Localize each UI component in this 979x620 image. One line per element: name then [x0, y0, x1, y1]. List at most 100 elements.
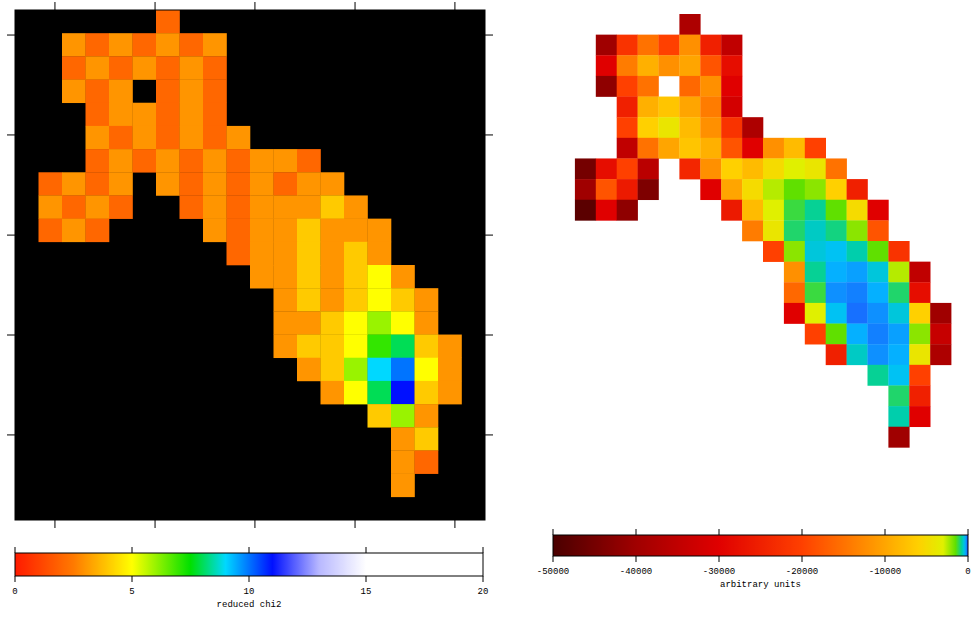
cell	[742, 179, 763, 200]
y-tick	[7, 434, 15, 435]
cell	[784, 241, 805, 262]
cell	[868, 324, 889, 345]
colorbar-tick-label: 0	[12, 587, 17, 597]
cell	[274, 311, 298, 334]
cell	[203, 195, 227, 218]
cell	[596, 76, 617, 97]
colorbar-tick-label: -30000	[703, 567, 735, 577]
cell	[227, 219, 251, 242]
cell	[847, 282, 868, 303]
cell	[805, 158, 826, 179]
cell	[227, 195, 251, 218]
y-tick	[7, 134, 15, 135]
cell	[700, 138, 721, 159]
cell	[368, 381, 392, 404]
cell	[763, 179, 784, 200]
cell	[391, 427, 415, 450]
cell	[617, 55, 638, 76]
x-tick	[155, 520, 156, 528]
cell	[638, 158, 659, 179]
cell	[826, 220, 847, 241]
cell	[700, 97, 721, 118]
cell	[297, 311, 321, 334]
cell	[203, 219, 227, 242]
cell	[203, 172, 227, 195]
cell	[109, 149, 133, 172]
cell	[847, 324, 868, 345]
cell	[180, 149, 204, 172]
cell	[700, 35, 721, 56]
cell	[679, 97, 700, 118]
y-tick	[485, 434, 493, 435]
cell	[391, 404, 415, 427]
cell	[156, 56, 180, 79]
cell	[344, 195, 368, 218]
cell	[297, 172, 321, 195]
cell	[415, 427, 439, 450]
cell	[180, 172, 204, 195]
panel	[575, 14, 952, 448]
cell	[438, 335, 462, 358]
figure: 05101520reduced chi2-50000-40000-30000-2…	[0, 0, 979, 620]
colorbar-tick-label: -50000	[537, 567, 569, 577]
colorbar: -50000-40000-30000-20000-100000arbitrary…	[537, 529, 971, 590]
cell	[805, 303, 826, 324]
cell	[203, 103, 227, 126]
cell	[344, 335, 368, 358]
cell	[180, 33, 204, 56]
cell	[368, 219, 392, 242]
cell	[203, 56, 227, 79]
y-tick	[485, 235, 493, 236]
cell	[344, 219, 368, 242]
colorbar-tick-label: -40000	[620, 567, 652, 577]
cell	[203, 126, 227, 149]
x-tick	[155, 2, 156, 10]
cell	[180, 126, 204, 149]
colorbar-tick	[249, 576, 250, 582]
y-tick	[7, 235, 15, 236]
cell	[659, 55, 680, 76]
colorbar-gradient	[15, 553, 483, 576]
cell	[203, 33, 227, 56]
cell	[321, 381, 345, 404]
plot-frame	[15, 10, 485, 520]
cell	[805, 179, 826, 200]
cell	[156, 80, 180, 103]
cell	[438, 381, 462, 404]
cell	[415, 311, 439, 334]
colorbar-tick	[366, 547, 367, 553]
cell	[274, 195, 298, 218]
cell	[156, 33, 180, 56]
cell	[638, 117, 659, 138]
cell	[368, 335, 392, 358]
cell	[368, 288, 392, 311]
cell	[109, 103, 133, 126]
colorbar-tick	[132, 547, 133, 553]
cell	[826, 324, 847, 345]
cell	[847, 179, 868, 200]
cell	[415, 335, 439, 358]
cell	[203, 149, 227, 172]
cell	[321, 335, 345, 358]
cell	[86, 195, 110, 218]
colorbar-tick	[719, 529, 720, 535]
cell	[888, 385, 909, 406]
cell	[86, 56, 110, 79]
cell	[805, 282, 826, 303]
cell	[700, 117, 721, 138]
cell	[109, 56, 133, 79]
cell	[784, 303, 805, 324]
cell	[156, 10, 180, 33]
colorbar-tick	[885, 556, 886, 562]
cell	[679, 158, 700, 179]
cell	[679, 138, 700, 159]
cell	[344, 288, 368, 311]
cell	[805, 200, 826, 221]
cell	[391, 335, 415, 358]
cell	[86, 219, 110, 242]
cell	[109, 80, 133, 103]
cell	[700, 179, 721, 200]
colorbar-label: reduced chi2	[217, 600, 282, 610]
cell	[826, 303, 847, 324]
cell	[575, 179, 596, 200]
